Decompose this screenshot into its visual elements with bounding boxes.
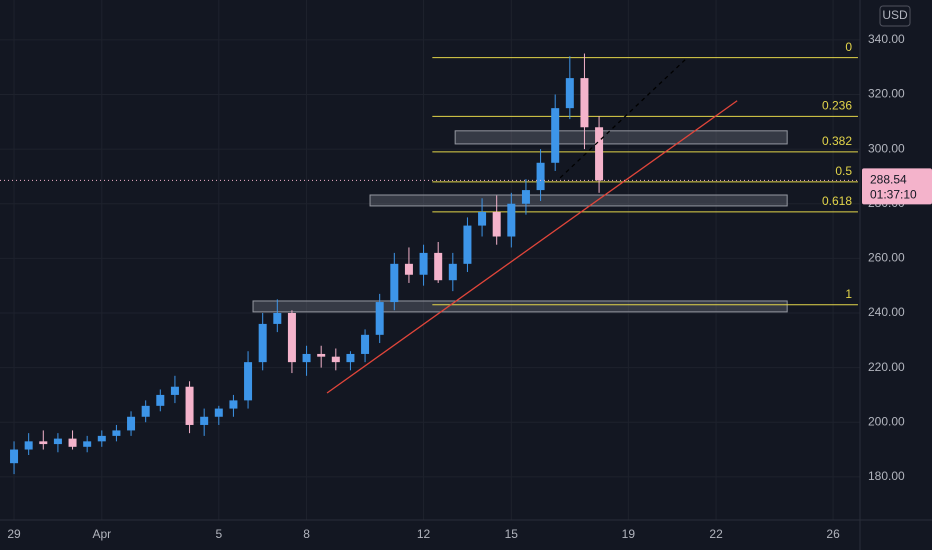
candle-body [24,441,33,450]
candle-body [273,312,282,324]
x-tick-label: 15 [505,527,519,541]
candle-body [375,302,384,335]
candle-body [83,441,92,447]
x-tick-label: 5 [215,527,222,541]
countdown-label: 01:37:10 [870,188,917,202]
candle-body [170,386,179,395]
y-tick-label: 300.00 [868,141,905,155]
x-tick-label: 22 [709,527,723,541]
candle-body [200,416,209,425]
fib-label: 0.382 [822,134,852,148]
y-tick-label: 320.00 [868,87,905,101]
fib-label: 0 [845,40,852,54]
candle-body [229,400,238,409]
candle-body [448,263,457,281]
candle-body [97,435,106,442]
x-tick-label: 12 [417,527,431,541]
fib-label: 0.5 [835,164,852,178]
candle-body [214,408,223,417]
candle-body [244,362,253,401]
candle-body [331,356,340,363]
candle-body [478,211,487,226]
y-tick-label: 200.00 [868,414,905,428]
candle-body [565,78,574,109]
candle-body [346,353,355,363]
y-tick-label: 220.00 [868,360,905,374]
last-price-label: 288.54 [870,173,907,187]
fib-label: 1 [845,287,852,301]
candle-body [434,252,443,281]
candle-body [551,108,560,163]
zone [454,130,788,145]
y-tick-label: 180.00 [868,469,905,483]
currency-label: USD [882,8,908,22]
candle-body [361,334,370,354]
candle-body [507,203,516,237]
x-tick-label: 19 [622,527,636,541]
x-tick-label: 26 [826,527,840,541]
candle-body [404,263,413,275]
y-tick-label: 240.00 [868,305,905,319]
fib-label: 0.236 [822,99,852,113]
candle-body [10,449,19,464]
candle-body [595,127,604,181]
candle-body [419,252,428,275]
candle-body [258,323,267,363]
candle-body [302,353,311,363]
candle-body [39,441,48,445]
candle-body [536,162,545,191]
currency-box[interactable] [879,5,911,27]
candle-body [521,190,530,204]
candle-body [141,405,150,417]
candle-body [68,438,77,447]
y-tick-label: 260.00 [868,251,905,265]
zone [369,194,788,207]
candle-body [463,225,472,264]
zone [252,300,788,313]
x-tick-label: 29 [7,527,21,541]
candle-body [287,312,296,363]
candle-body [317,353,326,357]
candle-body [127,416,136,431]
candle-body [156,394,165,406]
fib-label: 0.618 [822,194,852,208]
candle-body [492,211,501,237]
candle-body [580,78,589,128]
last-price-box [862,168,932,205]
candle-body [390,263,399,303]
candle-body [53,438,62,445]
y-tick-label: 340.00 [868,32,905,46]
x-tick-label: Apr [92,527,111,541]
candle-body [112,430,121,436]
x-tick-label: 8 [303,527,310,541]
trendline [326,100,738,394]
candle-body [185,386,194,425]
